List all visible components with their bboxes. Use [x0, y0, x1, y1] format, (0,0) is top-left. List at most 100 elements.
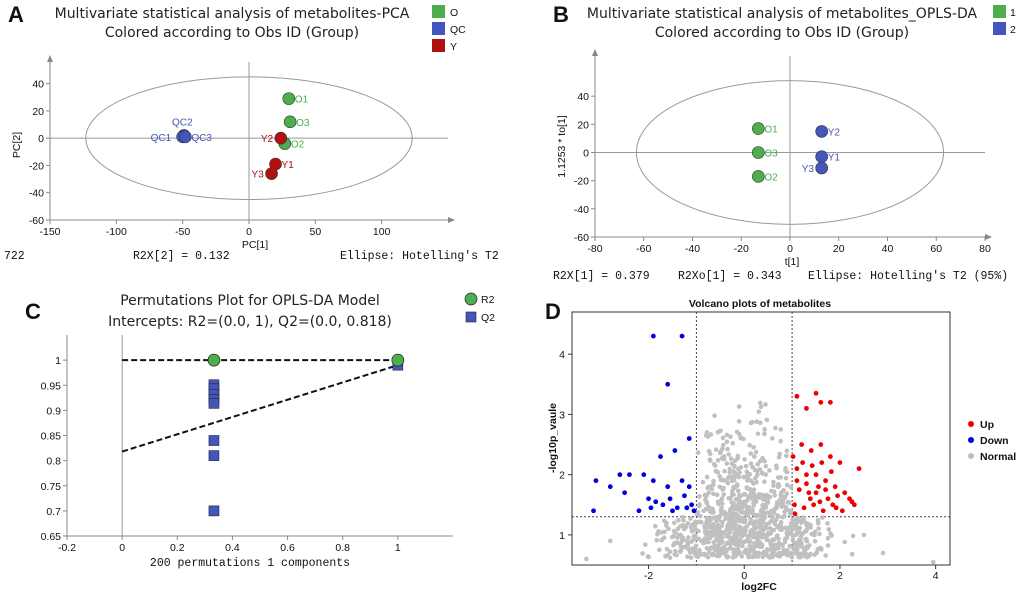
normal-point — [720, 549, 726, 554]
down-point — [674, 505, 680, 511]
normal-point — [718, 428, 723, 434]
y-axis-label: -log10p_vaule — [547, 403, 559, 473]
down-point — [636, 508, 642, 514]
legend-label: Q2 — [481, 312, 495, 324]
normal-point — [740, 543, 745, 549]
normal-point — [724, 478, 729, 483]
normal-point — [732, 548, 738, 554]
data-point — [815, 161, 828, 175]
normal-point — [755, 472, 760, 477]
point-label: O2 — [764, 172, 778, 183]
normal-point — [850, 533, 856, 539]
up-point — [817, 499, 823, 505]
normal-point — [778, 427, 784, 432]
y-tick-label: 3 — [559, 409, 565, 421]
x-tick-label: 0.6 — [280, 542, 295, 554]
normal-point — [755, 431, 761, 437]
normal-point — [741, 526, 747, 531]
down-point — [653, 499, 659, 505]
x-axis-label: t[1] — [785, 256, 800, 268]
down-point — [682, 493, 687, 499]
normal-point — [682, 526, 688, 531]
data-point — [815, 150, 828, 164]
x-tick-label: -150 — [39, 226, 60, 238]
normal-point — [708, 517, 714, 522]
normal-point — [769, 488, 774, 494]
normal-point — [765, 510, 771, 515]
down-point — [591, 508, 596, 514]
normal-point — [705, 554, 711, 560]
x-tick-label: 0.8 — [335, 542, 350, 554]
normal-point — [727, 495, 733, 501]
x-tick-label: 1 — [395, 542, 401, 554]
normal-point — [737, 528, 742, 533]
normal-point — [773, 517, 779, 523]
down-point — [627, 472, 632, 478]
normal-point — [673, 529, 678, 535]
up-point — [833, 505, 839, 511]
normal-point — [706, 550, 712, 555]
normal-point — [729, 474, 735, 480]
y-tick-label: 0.9 — [46, 405, 61, 417]
up-point — [800, 460, 806, 465]
normal-point — [714, 553, 719, 558]
normal-point — [783, 468, 788, 473]
normal-point — [750, 507, 755, 513]
normal-point — [753, 475, 758, 481]
normal-point — [712, 525, 718, 531]
y-tick-label: -40 — [29, 188, 44, 200]
footer-ellipse: Ellipse: Hotelling's T2 (95%) — [808, 270, 1008, 283]
normal-point — [689, 539, 694, 544]
y-axis-label: PC[2] — [11, 132, 23, 158]
up-point — [818, 442, 824, 447]
normal-point — [782, 509, 787, 515]
x-axis-label: log2FC — [741, 581, 777, 592]
normal-point — [713, 515, 718, 520]
panel-c-title: Permutations Plot for OPLS-DA Model — [120, 293, 380, 309]
y-tick-label: 20 — [32, 106, 44, 118]
up-point — [832, 484, 838, 490]
axis-arrow — [985, 234, 992, 240]
x-tick-label: 50 — [309, 226, 321, 238]
normal-point — [750, 419, 755, 425]
normal-point — [733, 527, 738, 532]
y-tick-label: 1 — [559, 530, 565, 542]
normal-point — [771, 537, 777, 543]
point-label: Y2 — [828, 127, 841, 138]
up-point — [790, 454, 796, 459]
normal-point — [724, 532, 730, 538]
normal-point — [703, 497, 708, 503]
panel-letter-a: A — [8, 2, 24, 27]
normal-point — [663, 553, 668, 559]
normal-point — [806, 553, 812, 559]
normal-point — [779, 525, 785, 531]
normal-point — [794, 532, 799, 537]
up-point — [811, 502, 817, 508]
normal-point — [754, 419, 760, 425]
normal-point — [815, 521, 821, 526]
normal-point — [861, 532, 867, 538]
normal-point — [714, 492, 720, 498]
normal-point — [747, 520, 753, 526]
up-point — [794, 478, 800, 484]
normal-point — [742, 491, 747, 497]
x-tick-label: 0.2 — [170, 542, 185, 554]
down-point — [684, 505, 690, 511]
normal-point — [760, 529, 765, 535]
normal-point — [725, 446, 730, 452]
up-point — [816, 484, 821, 490]
normal-point — [708, 483, 714, 489]
normal-point — [829, 533, 834, 538]
normal-point — [719, 496, 725, 501]
down-point — [686, 436, 692, 441]
up-point — [792, 511, 798, 517]
footer-r2x: R2X[2] = 0.132 — [133, 250, 230, 263]
normal-point — [753, 449, 759, 455]
normal-point — [704, 500, 710, 506]
normal-point — [755, 519, 760, 525]
normal-point — [788, 484, 794, 490]
normal-point — [796, 538, 802, 543]
normal-point — [733, 511, 739, 517]
normal-point — [784, 453, 789, 459]
